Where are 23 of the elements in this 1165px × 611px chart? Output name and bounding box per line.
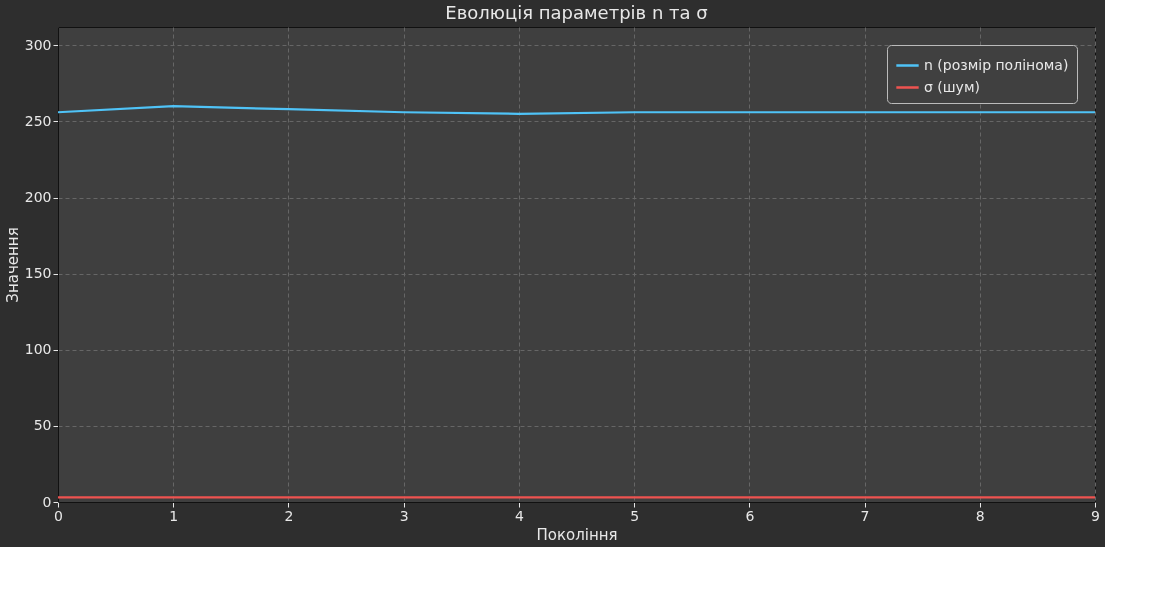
y-tick-label: 200 xyxy=(24,189,52,206)
y-axis-title: Значення xyxy=(3,227,22,303)
x-tick-label: 9 xyxy=(1091,507,1100,524)
chart-title: Еволюція параметрів n та σ xyxy=(445,2,708,23)
x-tick-label: 3 xyxy=(399,507,409,524)
y-tick-label: 0 xyxy=(42,493,52,510)
x-tick-label: 6 xyxy=(745,507,755,524)
x-tick-label: 1 xyxy=(169,507,179,524)
y-tick-label: 100 xyxy=(24,341,52,358)
legend-label: σ (шум) xyxy=(924,78,980,95)
x-tick-label: 7 xyxy=(860,507,870,524)
y-tick-label: 50 xyxy=(33,417,52,434)
y-tick-label: 250 xyxy=(24,112,52,129)
y-tick-label: 300 xyxy=(24,36,52,53)
x-tick-label: 0 xyxy=(54,507,63,524)
y-tick-label: 150 xyxy=(24,265,52,282)
x-tick-label: 5 xyxy=(630,507,640,524)
x-tick-label: 8 xyxy=(975,507,985,524)
x-tick-label: 4 xyxy=(514,507,524,524)
x-axis-title: Покоління xyxy=(536,525,618,544)
legend-label: n (розмір полінома) xyxy=(924,56,1069,73)
x-tick-label: 2 xyxy=(284,507,294,524)
line-series xyxy=(56,105,1097,115)
